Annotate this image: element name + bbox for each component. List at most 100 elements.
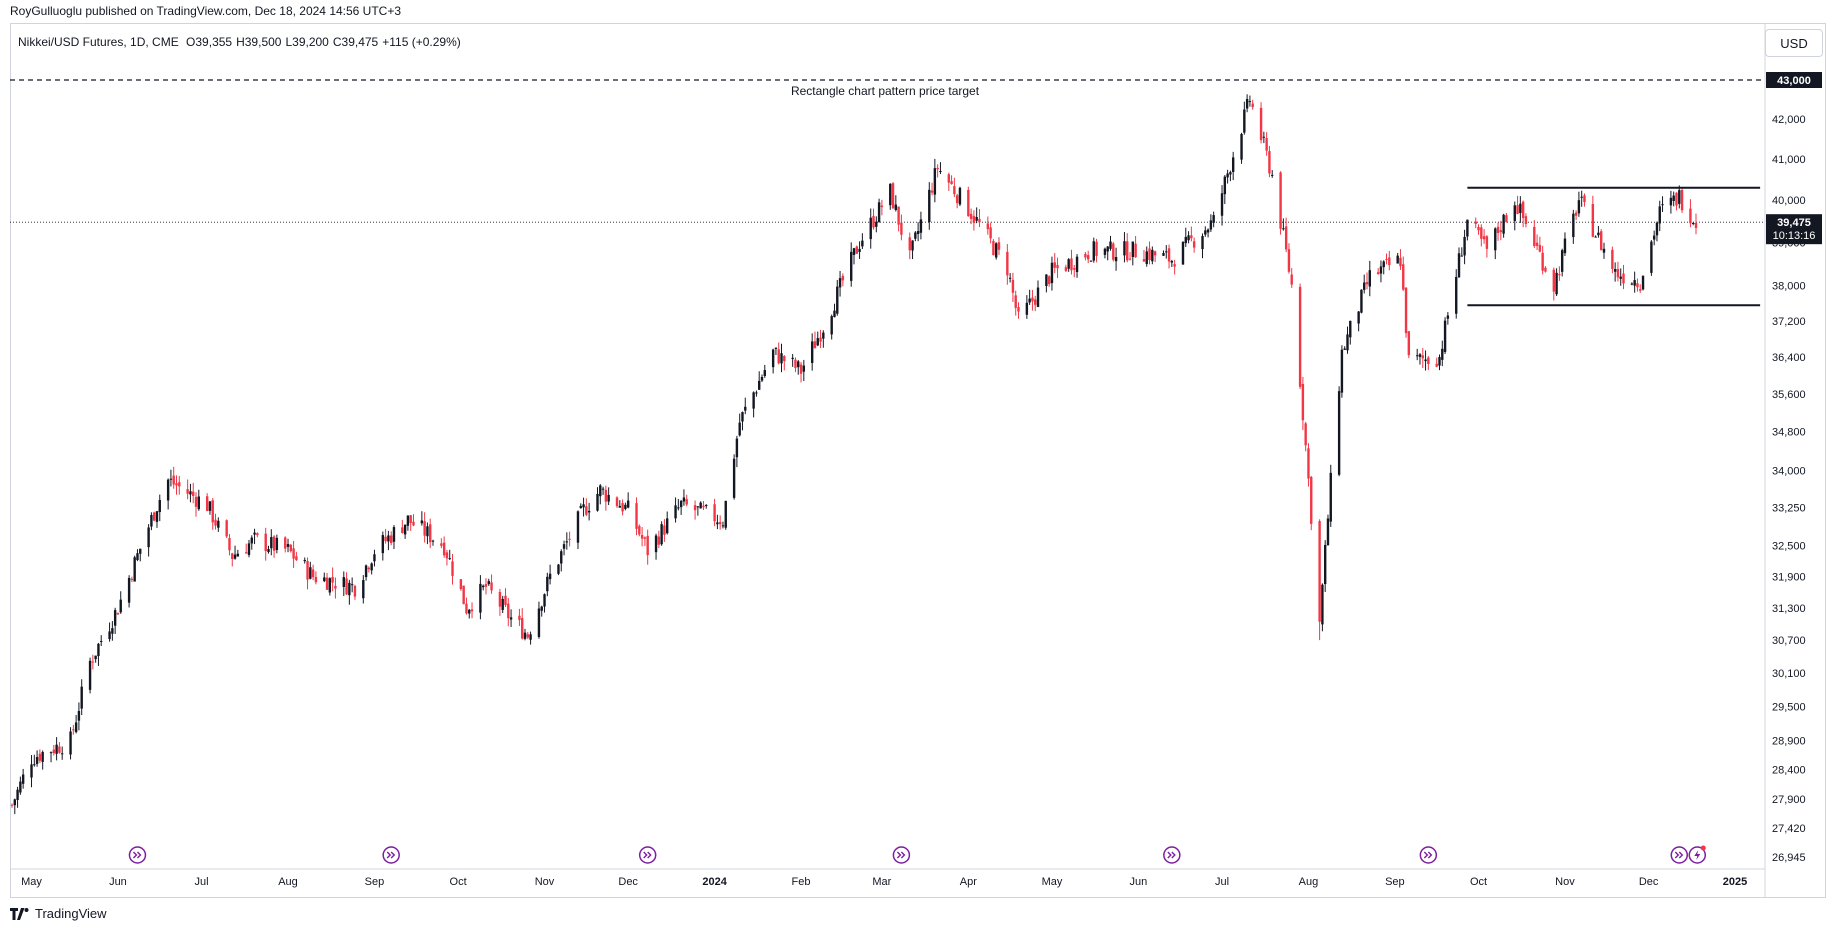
candle-body <box>462 585 465 605</box>
x-tick-label: Dec <box>618 876 638 888</box>
candle-body <box>49 752 53 754</box>
candle-body <box>295 556 298 561</box>
candle-body <box>1301 383 1305 421</box>
lightning-icon[interactable] <box>1688 845 1707 864</box>
candle-body <box>30 764 33 778</box>
candle-body <box>850 251 853 281</box>
candle-body <box>663 525 666 535</box>
candle-body <box>1226 173 1229 178</box>
candle-body <box>1602 248 1606 253</box>
candle-body <box>1056 264 1059 269</box>
candle-body <box>1220 193 1224 216</box>
candle-body <box>626 500 630 508</box>
forward-arrow-circle-icon[interactable] <box>1163 846 1181 864</box>
candle-body <box>253 532 256 535</box>
candle-body <box>228 538 231 551</box>
forward-arrow-circle-icon[interactable] <box>382 846 400 864</box>
y-tick-label: 28,400 <box>1772 765 1806 777</box>
forward-arrow-circle-icon[interactable] <box>892 846 911 864</box>
candle-body <box>1477 227 1480 231</box>
candle-body <box>311 569 315 578</box>
candle-body <box>763 370 766 376</box>
candle-body <box>384 536 387 541</box>
candle-body <box>468 609 471 614</box>
candle-body <box>1343 348 1346 350</box>
candle-body <box>900 222 903 235</box>
x-tick-label: May <box>21 876 42 888</box>
candle-body <box>1630 283 1634 285</box>
candle-body <box>509 617 513 620</box>
publisher-line: RoyGulluoglu published on TradingView.co… <box>10 4 402 18</box>
candle-body <box>501 598 504 610</box>
candle-body <box>1240 133 1243 160</box>
candle-body <box>1541 252 1544 271</box>
forward-arrow-circle-icon[interactable] <box>1670 846 1689 864</box>
candle-body <box>958 187 962 205</box>
candle-body <box>891 183 895 209</box>
candle-body <box>861 240 864 247</box>
candle-body <box>992 240 995 256</box>
candle-body <box>758 380 761 390</box>
candle-body <box>1675 192 1678 206</box>
candle-body <box>197 496 201 510</box>
candle-body <box>1376 272 1380 275</box>
y-tick-label: 31,300 <box>1772 603 1806 615</box>
legend-symbol[interactable]: Nikkei/USD Futures, 1D, CME <box>18 35 179 49</box>
candle-body <box>1092 241 1095 261</box>
candle-body <box>1594 236 1597 238</box>
x-tick-label: May <box>1042 876 1063 888</box>
candle-body <box>640 535 644 539</box>
currency-button[interactable]: USD <box>1765 29 1823 57</box>
candle-body <box>155 511 159 522</box>
candle-body <box>1382 261 1385 268</box>
candle-body <box>504 595 507 605</box>
candle-body <box>217 520 220 528</box>
candle-body <box>791 357 794 359</box>
tradingview-logo[interactable]: TradingView <box>10 906 107 921</box>
candle-body <box>674 505 677 519</box>
candle-body <box>836 286 839 314</box>
candle-body <box>780 353 783 364</box>
candle-body <box>1123 241 1126 256</box>
forward-arrow-circle-icon[interactable] <box>128 846 147 864</box>
candle-body <box>908 237 911 251</box>
candle-body <box>699 502 702 509</box>
y-tick-label: 30,700 <box>1772 635 1806 647</box>
symbol-legend: Nikkei/USD Futures, 1D, CME O39,355 H39,5… <box>18 35 465 49</box>
candle-body <box>272 536 276 551</box>
candle-body <box>1365 282 1369 285</box>
candle-body <box>783 356 786 362</box>
candle-body <box>1017 307 1020 312</box>
candle-body <box>557 564 560 574</box>
candle-body <box>877 202 881 222</box>
candle-body <box>969 213 973 220</box>
x-tick-label: Aug <box>1299 876 1319 888</box>
candle-body <box>618 506 622 508</box>
candle-body <box>1067 259 1070 269</box>
candle-body <box>74 722 78 733</box>
candle-body <box>33 764 36 766</box>
candle-body <box>1318 521 1321 622</box>
candle-body <box>1153 251 1157 256</box>
forward-arrow-circle-icon[interactable] <box>1419 846 1438 864</box>
candle-body <box>518 615 521 620</box>
candle-body <box>1418 354 1422 357</box>
candle-body <box>367 567 371 570</box>
candle-body <box>233 554 237 559</box>
candle-body <box>587 510 591 513</box>
candle-body <box>1435 363 1438 367</box>
candle-body <box>194 496 198 507</box>
candle-body <box>225 520 228 537</box>
candle-body <box>41 751 44 762</box>
candle-body <box>1187 235 1190 241</box>
candle-body <box>133 557 136 582</box>
candle-body <box>916 231 920 235</box>
candle-body <box>1209 220 1213 230</box>
candle-body <box>1600 231 1603 251</box>
forward-arrow-circle-icon[interactable] <box>638 846 657 864</box>
candle-body <box>1298 286 1302 387</box>
y-tick-label: 31,900 <box>1772 571 1806 583</box>
candle-body <box>660 524 663 545</box>
candle-body <box>459 579 463 590</box>
